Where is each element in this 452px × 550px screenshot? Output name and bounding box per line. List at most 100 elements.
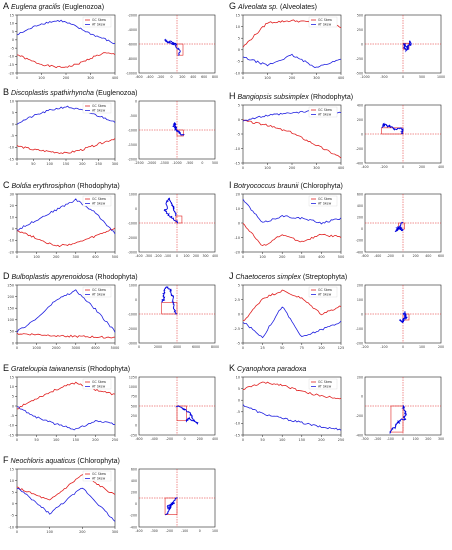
x-tick-label: 500: [338, 255, 344, 259]
taxon-group: (Chlorophyta): [298, 183, 343, 190]
y-tick-label: 5: [12, 30, 14, 34]
walk-x-tick-label: 100: [419, 345, 425, 349]
legend-gc-label: GC Skew: [92, 104, 106, 108]
legend-at-label: AT Skew: [92, 23, 106, 27]
legend-gc-label: GC Skew: [92, 18, 106, 22]
legend-at-label: AT Skew: [92, 477, 106, 481]
panel-letter: E: [3, 363, 10, 373]
taxon-group: (Alveolates): [278, 4, 318, 11]
gc-skew-series-line: [16, 227, 116, 248]
at-skew-series-line: [16, 487, 116, 522]
x-tick-label: 500: [112, 255, 118, 259]
taxon-group: (Euglenozoa): [93, 90, 138, 97]
legend-gc-label: GC Skew: [318, 288, 332, 292]
walk-x-tick-label: 0: [176, 254, 178, 258]
panel-title: I Botryococcus braunii (Chlorophyta): [229, 181, 343, 191]
at-skew-series-line: [242, 53, 342, 68]
walk-x-tick-label: 100: [212, 529, 218, 533]
species-name: Chaetoceros simplex: [235, 274, 301, 281]
x-tick-label: 50: [34, 438, 38, 442]
walk-x-tick-label: -200: [166, 437, 173, 441]
y-tick-label: -15: [234, 433, 240, 437]
at-skew-series-line: [16, 198, 116, 235]
x-tick-label: 200: [63, 76, 69, 80]
walk-x-tick-label: -400: [135, 529, 142, 533]
walk-y-tick-label: 1000: [129, 385, 137, 389]
y-tick-label: 0: [238, 399, 240, 403]
legend-box: [308, 106, 338, 118]
x-tick-label: 300: [313, 76, 319, 80]
y-tick-label: 5: [12, 111, 14, 115]
walk-x-tick-label: -2000: [147, 161, 156, 165]
legend-box: [308, 16, 338, 28]
y-tick-label: -20: [234, 250, 240, 254]
y-tick-label: -20: [8, 250, 14, 254]
legend-gc-label: GC Skew: [92, 380, 106, 384]
walk-y-tick-label: 200: [357, 283, 363, 287]
walk-x-tick-label: -100: [164, 254, 171, 258]
walk-y-tick-label: -200: [356, 414, 363, 418]
at-skew-series-line: [16, 289, 116, 333]
cumulative-walk-plot: 0-500-1000-1500-2000-2500 -2000 -1500 -1000…: [128, 99, 218, 165]
panel-title: B Discoplastis spathirhyncha (Euglenozoa): [3, 88, 137, 98]
walk-path: [399, 311, 409, 324]
y-tick-label: 0: [12, 341, 14, 345]
walk-y-tick-label: 600: [357, 192, 363, 196]
x-tick-label: 0: [242, 346, 244, 350]
walk-x-tick-label: 200: [193, 254, 199, 258]
y-tick-label: -2.5: [233, 327, 240, 331]
walk-x-tick-label: -600: [135, 437, 142, 441]
species-name: Botryococcus braunii: [233, 183, 299, 190]
walk-y-tick-label: 0: [361, 132, 363, 136]
walk-x-tick-label: 300: [202, 254, 208, 258]
walk-x-tick-label: -1000: [172, 161, 181, 165]
y-tick-label: 15: [10, 375, 14, 379]
legend-at-label: AT Skew: [318, 113, 332, 117]
walk-x-tick-label: -200: [157, 75, 164, 79]
y-tick-label: 0: [12, 404, 14, 408]
walk-x-tick-label: -600: [135, 75, 142, 79]
walk-x-tick-label: -200: [380, 165, 387, 169]
walk-x-tick-label: 200: [425, 437, 431, 441]
walk-path: [381, 122, 404, 135]
walk-path: [163, 38, 181, 56]
walk-x-tick-label: 200: [419, 165, 425, 169]
x-tick-label: 150: [63, 162, 69, 166]
walk-y-tick-label: 0: [135, 99, 137, 103]
walk-x-tick-label: 0: [201, 161, 203, 165]
species-name: Discoplastis spathirhyncha: [11, 90, 94, 97]
walk-path: [394, 221, 404, 233]
walk-y-tick-label: 0: [361, 227, 363, 231]
y-tick-label: -15: [8, 433, 14, 437]
legend-box: [82, 16, 112, 28]
x-tick-label: 100: [279, 438, 285, 442]
x-tick-label: 200: [279, 255, 285, 259]
y-tick-label: 20: [10, 204, 14, 208]
y-tick-label: 5: [238, 103, 240, 107]
walk-y-tick-label: -200: [130, 514, 137, 518]
walk-x-tick-label: 600: [201, 75, 207, 79]
walk-y-tick-label: 0: [135, 502, 137, 506]
origin-box: [164, 497, 178, 515]
x-tick-label: 0: [16, 255, 18, 259]
panel-i: I Botryococcus braunii (Chlorophyta) 20 10 0…: [229, 181, 447, 261]
y-tick-label: 15: [10, 13, 14, 17]
walk-y-tick-label: -1500: [128, 143, 137, 147]
walk-x-tick-label: -300: [151, 529, 158, 533]
walk-x-tick-label: 200: [438, 345, 444, 349]
x-tick-label: 300: [112, 530, 118, 534]
taxon-group: (Streptophyta): [300, 274, 348, 281]
y-tick-label: 50: [10, 330, 14, 334]
y-tick-label: 10: [10, 216, 14, 220]
walk-y-tick-label: 200: [131, 491, 137, 495]
x-tick-label: 100: [264, 166, 270, 170]
cumulative-walk-plot: 10000-1000-2000-3000-400 -300 -200 -100 0 100…: [128, 192, 218, 258]
y-tick-label: -5: [11, 46, 14, 50]
y-tick-label: -5: [237, 132, 240, 136]
